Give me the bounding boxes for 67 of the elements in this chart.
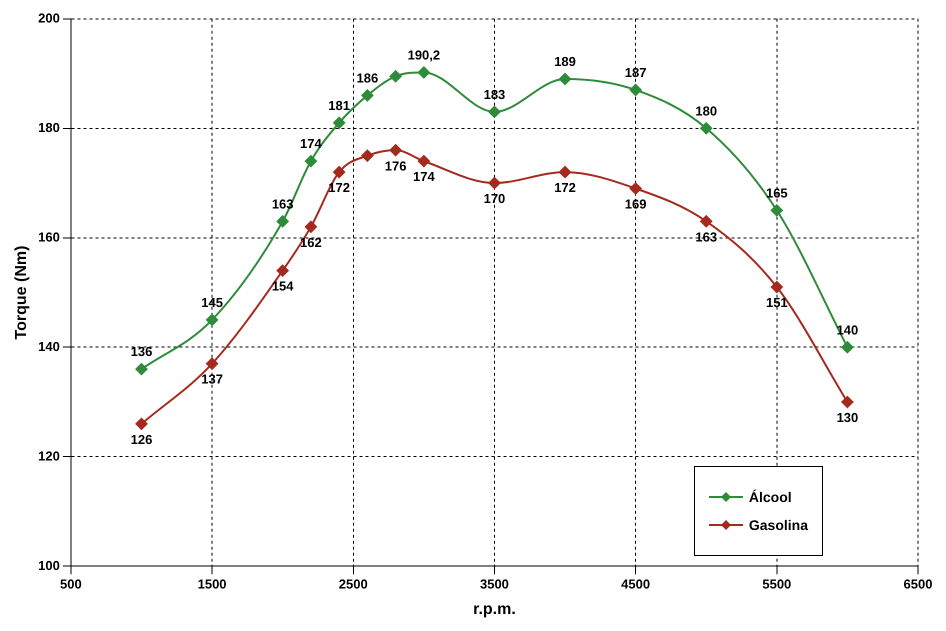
y-tick-label: 140 [38,338,60,354]
x-tick-label: 1500 [198,576,227,592]
x-tick-label: 4500 [621,576,650,592]
data-label: 137 [201,372,223,387]
point [361,150,374,162]
y-tick-label: 120 [38,448,60,464]
data-label: 170 [484,191,506,206]
point [276,215,289,228]
point [390,144,402,156]
point [333,166,346,178]
legend-label: Álcool [748,489,792,506]
point [206,358,218,370]
data-label: 126 [130,432,152,447]
data-label: 174 [413,169,436,184]
point [361,89,374,102]
point [700,122,712,134]
x-tick-label: 5500 [762,576,792,592]
y-tick-label: 200 [38,10,60,26]
data-label: 151 [766,295,788,310]
y-tick-label: 160 [38,229,60,244]
x-tick-label: 2500 [338,576,368,592]
data-label: 169 [624,196,646,212]
point [630,182,642,194]
data-label: 165 [766,185,788,200]
data-label: 176 [384,158,406,174]
point [135,418,148,430]
point [418,155,430,168]
data-label: 154 [272,278,294,294]
point [333,116,346,129]
data-label: 172 [554,180,576,196]
x-tick-label: 500 [60,576,82,592]
x-tick-label: 3500 [480,576,509,592]
data-label: 180 [695,103,718,118]
point [304,155,317,168]
point [700,215,712,228]
point [841,341,854,354]
point [206,314,218,326]
data-label: 162 [300,234,322,250]
point [770,204,783,216]
y-tick-label: 100 [38,558,60,573]
y-axis-title: Torque (Nm) [13,246,30,340]
y-tick-label: 180 [38,120,60,135]
x-axis-title: r.p.m. [473,600,516,618]
data-label: 130 [836,410,858,426]
point [559,166,572,178]
data-label: 174 [300,136,323,152]
data-label: 189 [554,54,576,70]
point [770,281,783,294]
legend-label: Gasolina [748,517,808,534]
point [630,84,642,96]
point [135,363,148,376]
point [390,70,402,82]
point [276,264,289,277]
point [559,73,572,86]
x-tick-label: 6500 [904,576,932,592]
data-label: 183 [484,86,506,102]
data-label: 186 [356,70,378,86]
point [841,396,854,408]
data-label: 187 [624,65,646,80]
point [418,66,430,78]
data-label: 145 [201,294,223,310]
point [488,177,500,190]
data-label: 181 [328,98,350,113]
data-label: 190,2 [408,48,440,63]
point [304,220,317,233]
point [488,106,500,118]
data-label: 136 [130,344,152,360]
